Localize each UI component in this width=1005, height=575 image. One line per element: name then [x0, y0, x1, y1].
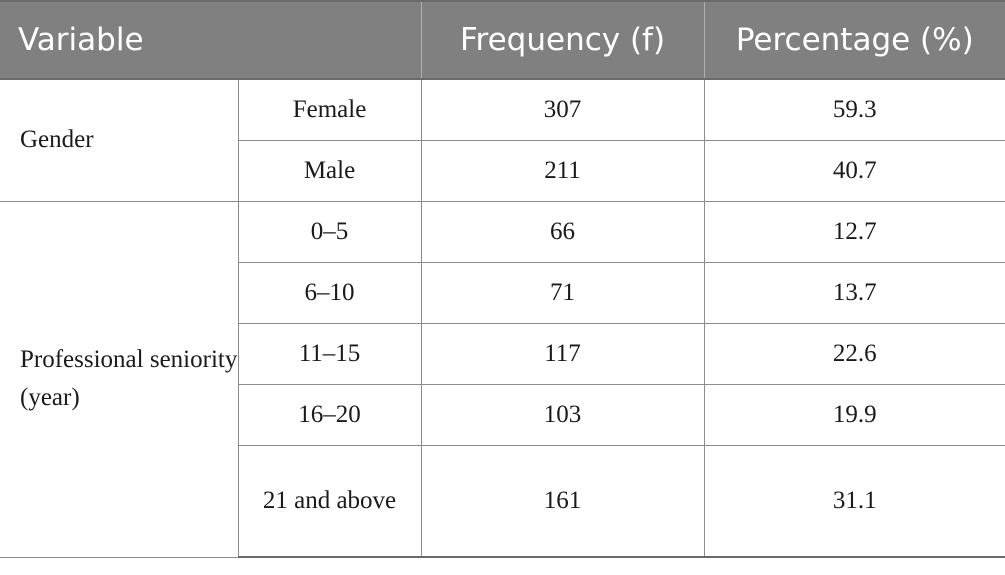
- percentage-cell: 22.6: [703, 323, 1005, 385]
- header-percentage: Percentage (%): [704, 0, 1005, 80]
- category-cell: 11–15: [237, 323, 422, 385]
- table-row: 11–15 117 22.6: [0, 323, 1005, 385]
- frequency-cell: 307: [420, 78, 705, 141]
- percentage-cell: 40.7: [703, 140, 1005, 202]
- header-variable: Variable: [0, 0, 422, 80]
- frequency-cell: 117: [420, 323, 705, 385]
- table-body: Gender Female 307 59.3 Male 211 40.7 Pro…: [0, 78, 1005, 558]
- table-row: 6–10 71 13.7: [0, 262, 1005, 324]
- category-cell: 6–10: [237, 262, 422, 324]
- frequency-cell: 103: [420, 384, 705, 446]
- table-header: Variable Frequency (f) Percentage (%): [0, 0, 1005, 80]
- table-row: 21 and above 161 31.1: [0, 445, 1005, 558]
- category-cell: Male: [237, 140, 422, 202]
- table-row: Gender Female 307 59.3: [0, 78, 1005, 202]
- percentage-cell: 13.7: [703, 262, 1005, 324]
- category-cell: Female: [237, 78, 422, 141]
- percentage-cell: 19.9: [703, 384, 1005, 446]
- category-cell: 0–5: [237, 201, 422, 263]
- header-frequency: Frequency (f): [421, 0, 705, 80]
- frequency-cell: 66: [420, 201, 705, 263]
- frequency-cell: 71: [420, 262, 705, 324]
- percentage-cell: 31.1: [703, 445, 1005, 558]
- table-row: Male 211 40.7: [0, 140, 1005, 202]
- group-label-seniority: Professional seniority (year): [0, 201, 239, 558]
- header-row: Variable Frequency (f) Percentage (%): [0, 0, 1005, 80]
- table-row: Professional seniority (year) 0–5 66 12.…: [0, 201, 1005, 558]
- frequency-cell: 161: [420, 445, 705, 558]
- demographics-table: Variable Frequency (f) Percentage (%) Ge…: [0, 0, 1005, 558]
- category-cell: 21 and above: [237, 445, 422, 558]
- frequency-cell: 211: [420, 140, 705, 202]
- table-row: 16–20 103 19.9: [0, 384, 1005, 446]
- percentage-cell: 59.3: [703, 78, 1005, 141]
- group-label-gender: Gender: [0, 78, 239, 202]
- category-cell: 16–20: [237, 384, 422, 446]
- percentage-cell: 12.7: [703, 201, 1005, 263]
